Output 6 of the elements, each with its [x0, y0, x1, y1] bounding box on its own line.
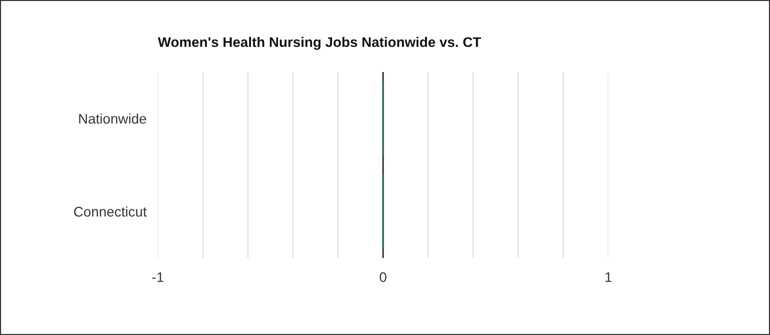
x-tick-label: 1	[605, 272, 612, 282]
x-tick-label: -1	[152, 272, 164, 282]
y-tick-label: Nationwide	[79, 113, 146, 124]
chart-title: Women's Health Nursing Jobs Nationwide vs. CT	[158, 36, 482, 50]
x-tick-label: 0	[380, 272, 386, 282]
y-tick-label: Connecticut	[74, 206, 147, 217]
